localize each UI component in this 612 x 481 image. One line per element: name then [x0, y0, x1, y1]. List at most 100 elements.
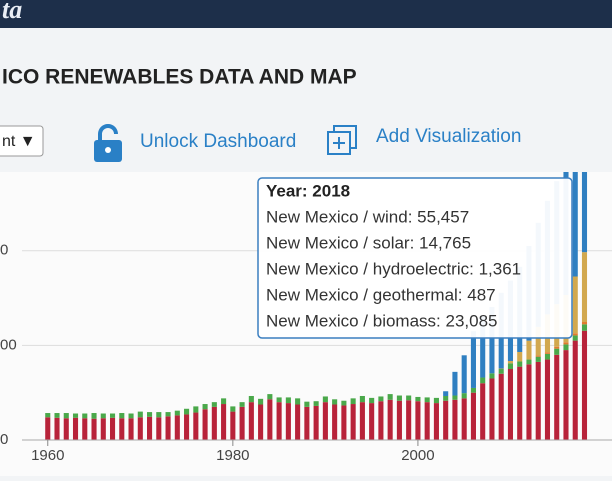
lock-icon[interactable] — [94, 126, 122, 162]
bar-segment — [388, 400, 393, 440]
bar-segment — [517, 352, 522, 361]
bar-segment — [91, 419, 96, 440]
bar-segment — [582, 331, 587, 440]
bar-segment — [175, 415, 180, 440]
bar-segment — [286, 403, 291, 440]
bar-segment — [554, 347, 559, 349]
bar-segment — [471, 393, 476, 440]
bar-segment — [388, 394, 393, 400]
bar-segment — [563, 342, 568, 344]
bar-segment — [452, 400, 457, 440]
bar-segment — [573, 277, 578, 334]
bar-segment — [82, 418, 87, 440]
bar-segment — [536, 357, 541, 362]
logo: ta — [2, 0, 22, 24]
bar-segment — [378, 401, 383, 440]
bar-segment — [369, 398, 374, 403]
bar-segment — [332, 399, 337, 404]
bar-segment — [573, 335, 578, 340]
bar-segment — [175, 411, 180, 416]
add-visualization[interactable]: Add Visualization — [376, 126, 521, 147]
x-tick-label: 1960 — [31, 447, 64, 464]
bar-segment — [526, 364, 531, 440]
bar-segment — [573, 341, 578, 440]
bar-segment — [249, 396, 254, 402]
bar-segment — [406, 396, 411, 401]
bar-segment — [119, 413, 124, 418]
bar-segment — [508, 361, 513, 363]
bar-segment — [554, 349, 559, 355]
bar-segment — [240, 407, 245, 440]
tooltip-line: New Mexico / wind: 55,457 — [266, 207, 469, 226]
bar-segment — [517, 361, 522, 366]
y-tick-label: 00 — [0, 336, 17, 353]
bar-segment — [480, 378, 485, 384]
bar-segment — [45, 413, 50, 417]
bar-segment — [554, 355, 559, 440]
bar-segment — [212, 402, 217, 407]
bar-segment — [212, 407, 217, 440]
bar-segment — [82, 414, 87, 419]
bar-segment — [360, 396, 365, 402]
bar-segment — [64, 418, 69, 440]
bar-segment — [573, 333, 578, 335]
bar-segment — [267, 394, 272, 399]
bar-segment — [193, 406, 198, 412]
bar-segment — [499, 374, 504, 440]
bar-segment — [286, 397, 291, 403]
bar-segment — [462, 355, 467, 393]
bar-segment — [508, 369, 513, 440]
bar-segment — [545, 354, 550, 360]
bar-segment — [526, 341, 531, 360]
bar-segment — [369, 403, 374, 440]
bar-segment — [582, 324, 587, 330]
bar-segment — [563, 344, 568, 350]
bar-segment — [314, 406, 319, 440]
tooltip-title: Year: 2018 — [266, 181, 350, 200]
bar-segment — [425, 402, 430, 440]
bar-segment — [517, 367, 522, 440]
bar-segment — [471, 388, 476, 393]
bar-segment — [536, 355, 541, 356]
bar-segment — [203, 409, 208, 440]
bar-segment — [304, 407, 309, 440]
bar-segment — [341, 401, 346, 406]
bar-segment — [563, 350, 568, 440]
bar-segment — [443, 391, 448, 396]
bar-segment — [378, 396, 383, 401]
bar-segment — [110, 418, 115, 440]
bar-segment — [480, 383, 485, 440]
bar-segment — [499, 369, 504, 374]
bar-segment — [156, 417, 161, 440]
bar-segment — [110, 414, 115, 418]
bar-segment — [314, 401, 319, 406]
add-icon[interactable] — [328, 126, 356, 154]
unlock-dashboard[interactable]: Unlock Dashboard — [140, 131, 296, 152]
tooltip-line: New Mexico / hydroelectric: 1,361 — [266, 259, 521, 278]
bar-segment — [582, 322, 587, 324]
bar-segment — [203, 404, 208, 409]
bar-segment — [434, 398, 439, 403]
bar-segment — [258, 399, 263, 405]
bar-segment — [73, 414, 78, 418]
bar-segment — [360, 402, 365, 440]
bar-segment — [147, 412, 152, 417]
bar-segment — [452, 372, 457, 396]
bar-segment — [277, 402, 282, 440]
page-title: ICO RENEWABLES DATA AND MAP — [2, 66, 357, 89]
bar-segment — [138, 417, 143, 440]
bar-segment — [545, 360, 550, 440]
bar-segment — [536, 362, 541, 440]
bar-segment — [267, 399, 272, 440]
bar-segment — [129, 414, 134, 419]
dropdown-label[interactable]: nt ▼ — [2, 133, 36, 150]
bar-segment — [332, 405, 337, 440]
bar-segment — [221, 404, 226, 440]
bar-segment — [341, 405, 346, 440]
y-tick-label: 0 — [0, 242, 8, 259]
bar-segment — [91, 413, 96, 419]
bar-segment — [545, 352, 550, 354]
bar-segment — [397, 396, 402, 401]
bar-segment — [452, 396, 457, 400]
bar-segment — [240, 402, 245, 407]
